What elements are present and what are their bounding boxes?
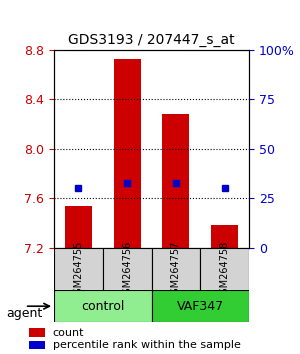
- FancyBboxPatch shape: [152, 290, 249, 322]
- FancyBboxPatch shape: [54, 290, 152, 322]
- FancyBboxPatch shape: [152, 248, 200, 292]
- Text: control: control: [81, 300, 124, 313]
- Text: GSM264756: GSM264756: [122, 240, 132, 299]
- FancyBboxPatch shape: [54, 248, 103, 292]
- Bar: [163, 114, 189, 248]
- Text: VAF347: VAF347: [177, 300, 224, 313]
- FancyBboxPatch shape: [200, 248, 249, 292]
- Text: percentile rank within the sample: percentile rank within the sample: [53, 340, 241, 350]
- Bar: [28, 328, 45, 337]
- Text: agent: agent: [6, 307, 42, 320]
- Text: count: count: [53, 327, 84, 338]
- FancyBboxPatch shape: [103, 248, 152, 292]
- Bar: [211, 225, 238, 248]
- Bar: [28, 341, 45, 349]
- Text: GSM264757: GSM264757: [171, 240, 181, 299]
- Title: GDS3193 / 207447_s_at: GDS3193 / 207447_s_at: [68, 33, 235, 47]
- Bar: [65, 206, 92, 248]
- Text: GSM264758: GSM264758: [220, 240, 230, 299]
- Text: GSM264755: GSM264755: [74, 240, 83, 299]
- Bar: [114, 59, 140, 248]
